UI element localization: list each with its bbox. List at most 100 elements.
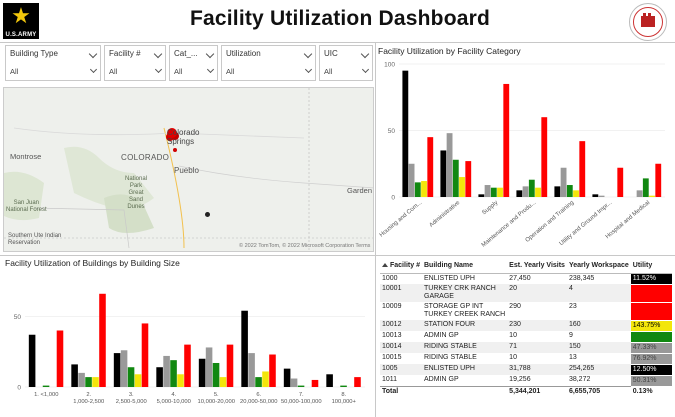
cell-facility: 1011	[382, 376, 398, 383]
chevron-down-icon[interactable]	[88, 49, 98, 59]
chevron-down-icon[interactable]	[153, 49, 163, 59]
cell-visits: 230	[507, 320, 567, 331]
y-tick-label: 100	[384, 62, 395, 69]
bar	[42, 385, 50, 387]
filter-utilization[interactable]: Utilization All	[221, 45, 316, 81]
map-visual[interactable]: Colorado Springs COLORADO Montrose Puebl…	[3, 87, 374, 252]
size-chart[interactable]: 0 50 1. <1,000 2. 1,000-2,500 3. 2,500-5,000 4.…	[3, 268, 373, 414]
cell-workspace: 23	[568, 303, 577, 310]
bar	[170, 360, 177, 387]
category-chart[interactable]: 0 50 100 Housing and Com... Administrative Su…	[377, 56, 673, 253]
table-row[interactable]: 1011 ADMIN GP 19,256 38,272 50.31%	[380, 375, 672, 387]
cell-utility: 500.00%	[630, 284, 672, 303]
bar	[566, 185, 573, 197]
cell-visits: 290	[509, 303, 521, 310]
x-tick-label: Administrative	[429, 200, 462, 229]
cell-building-name: ENLISTED UPH	[424, 274, 475, 282]
column-header-building-name[interactable]: Building Name	[422, 258, 508, 274]
bar	[414, 182, 421, 197]
x-tick-label: Supply	[481, 200, 499, 216]
table-row[interactable]: 10012 STATION FOUR 230 160 143.75%	[380, 320, 672, 332]
bar	[134, 374, 142, 387]
bar	[592, 194, 599, 197]
table-row[interactable]: 10015 RIDING STABLE 10 13 76.92%	[380, 353, 672, 365]
bar	[127, 367, 135, 387]
filter-uic[interactable]: UIC All	[319, 45, 373, 81]
map-marker[interactable]	[205, 212, 210, 217]
panel-divider	[375, 255, 675, 256]
cell-building-name: RIDING STABLE	[424, 354, 477, 361]
y-tick-label: 0	[17, 385, 21, 392]
chevron-down-icon[interactable]	[361, 65, 370, 74]
column-header-utility[interactable]: Utility	[630, 258, 672, 274]
map-marker[interactable]	[167, 128, 177, 138]
filter-building-type[interactable]: Building Type All	[5, 45, 101, 81]
map-label-sand-dunes: National Park Great Sand Dunes	[125, 176, 148, 210]
bar	[71, 364, 78, 387]
header-divider	[0, 42, 675, 43]
bar	[99, 293, 106, 387]
chevron-down-icon[interactable]	[303, 49, 313, 59]
filter-category[interactable]: Cat_... All	[169, 45, 218, 81]
cell-visits: 10	[509, 332, 517, 339]
total-workspace: 6,655,705	[566, 385, 631, 397]
bar	[440, 150, 447, 197]
table-row[interactable]: 10014 RIDING STABLE 71 150 47.33%	[380, 342, 672, 354]
chevron-down-icon[interactable]	[205, 49, 215, 59]
cell-visits: 31,788	[507, 364, 567, 375]
map-label-southern-ute: Southern Ute Indian Reservation	[8, 233, 62, 246]
bar	[459, 177, 465, 197]
bar	[421, 181, 427, 197]
table-row[interactable]: 1000 ENLISTED UPH 27,450 238,345 11.52%	[380, 273, 672, 285]
chevron-down-icon[interactable]	[304, 65, 313, 74]
cell-utility: 76.92%	[630, 353, 672, 365]
bar	[184, 344, 191, 387]
bar	[402, 70, 409, 197]
column-header-workspace[interactable]: Yearly Workspace	[566, 258, 631, 274]
bar	[85, 377, 92, 387]
cell-building-name: TURKEY CRK RANCH GARAGE	[422, 284, 508, 302]
bar	[262, 371, 269, 387]
total-visits: 5,344,201	[507, 385, 567, 397]
column-header-facility[interactable]: Facility #	[380, 258, 422, 274]
cell-workspace: 4	[566, 284, 631, 302]
total-name	[422, 385, 508, 397]
bar	[56, 330, 64, 387]
bar	[255, 377, 262, 387]
table-row[interactable]: 10001 TURKEY CRK RANCH GARAGE 20 4 500.00%	[380, 284, 672, 303]
column-header-visits[interactable]: Est. Yearly Visits	[507, 258, 567, 274]
bar	[554, 186, 561, 197]
chevron-down-icon[interactable]	[154, 65, 163, 74]
table-row[interactable]: 1005 ENLISTED UPH 31,788 254,265 12.50%	[380, 364, 672, 376]
logo-text: U.S.ARMY	[5, 32, 37, 38]
table-row[interactable]: 10013 ADMIN GP 10 9 111.11%	[380, 331, 672, 343]
table-row[interactable]: 10009 STORAGE GP INT TURKEY CREEK RANCH 290…	[380, 302, 672, 321]
cell-visits: 19,256	[509, 376, 531, 383]
cell-visits: 10	[509, 354, 517, 361]
chevron-down-icon[interactable]	[360, 49, 370, 59]
map-label-san-juan: San Juan National Forest	[6, 200, 47, 213]
chevron-down-icon[interactable]	[89, 65, 98, 74]
map-canvas	[4, 88, 373, 251]
map-label-colorado: COLORADO	[121, 153, 170, 162]
bar	[283, 368, 291, 387]
bar	[78, 372, 85, 387]
bar	[484, 185, 491, 197]
bar	[120, 350, 128, 387]
cell-visits: 27,450	[509, 274, 531, 282]
bar	[636, 190, 643, 197]
y-tick-label: 50	[388, 128, 396, 135]
filter-value: All	[10, 67, 19, 76]
cell-building-name: STORAGE GP INT TURKEY CREEK RANCH	[424, 303, 506, 318]
bar	[649, 195, 655, 197]
chevron-down-icon[interactable]	[206, 65, 215, 74]
bar	[326, 374, 333, 387]
x-tick-label: Housing and Com...	[379, 200, 424, 239]
filter-facility-number[interactable]: Facility # All	[104, 45, 166, 81]
total-utility: 0.13%	[630, 385, 672, 397]
map-marker[interactable]	[173, 148, 177, 152]
facility-table[interactable]: Facility # Building Name Est. Yearly Vis…	[380, 258, 672, 415]
cell-facility: 10014	[380, 342, 422, 353]
bar	[113, 353, 121, 387]
sort-up-icon[interactable]	[382, 262, 388, 267]
